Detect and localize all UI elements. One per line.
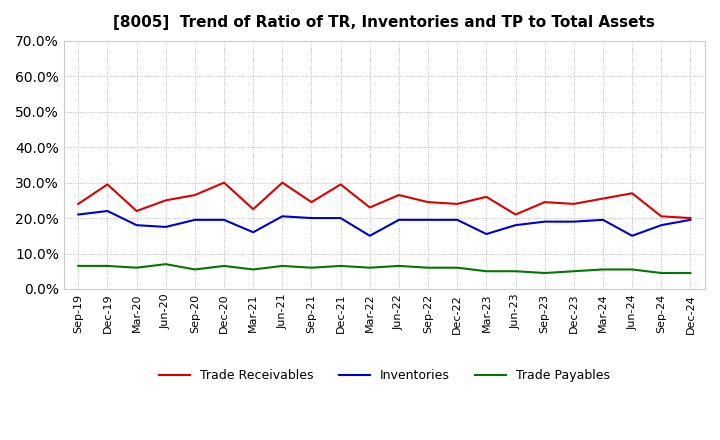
Trade Receivables (249, 206, 258, 212)
Inventories (598, 217, 607, 223)
Trade Payables (482, 268, 491, 274)
Inventories (74, 212, 83, 217)
Title: [8005]  Trend of Ratio of TR, Inventories and TP to Total Assets: [8005] Trend of Ratio of TR, Inventories… (114, 15, 655, 30)
Trade Receivables (453, 201, 462, 206)
Trade Payables (307, 265, 316, 270)
Trade Payables (686, 270, 695, 275)
Inventories (249, 230, 258, 235)
Inventories (511, 223, 520, 228)
Line: Trade Payables: Trade Payables (78, 264, 690, 273)
Trade Receivables (336, 182, 345, 187)
Trade Receivables (132, 209, 141, 214)
Inventories (307, 216, 316, 221)
Legend: Trade Receivables, Inventories, Trade Payables: Trade Receivables, Inventories, Trade Pa… (154, 364, 615, 387)
Inventories (132, 223, 141, 228)
Trade Receivables (161, 198, 170, 203)
Trade Receivables (395, 192, 403, 198)
Trade Payables (74, 263, 83, 268)
Trade Receivables (686, 216, 695, 221)
Trade Receivables (628, 191, 636, 196)
Trade Payables (570, 268, 578, 274)
Inventories (220, 217, 228, 223)
Trade Payables (395, 263, 403, 268)
Trade Receivables (541, 199, 549, 205)
Trade Payables (657, 270, 665, 275)
Trade Payables (628, 267, 636, 272)
Trade Receivables (657, 214, 665, 219)
Trade Payables (103, 263, 112, 268)
Inventories (103, 209, 112, 214)
Trade Payables (366, 265, 374, 270)
Inventories (395, 217, 403, 223)
Inventories (541, 219, 549, 224)
Trade Payables (511, 268, 520, 274)
Trade Receivables (366, 205, 374, 210)
Trade Receivables (598, 196, 607, 201)
Trade Payables (336, 263, 345, 268)
Inventories (657, 223, 665, 228)
Trade Receivables (74, 201, 83, 206)
Trade Receivables (307, 199, 316, 205)
Trade Receivables (278, 180, 287, 185)
Trade Payables (191, 267, 199, 272)
Trade Receivables (191, 192, 199, 198)
Inventories (570, 219, 578, 224)
Trade Receivables (482, 194, 491, 199)
Trade Payables (541, 270, 549, 275)
Inventories (366, 233, 374, 238)
Trade Payables (220, 263, 228, 268)
Inventories (191, 217, 199, 223)
Inventories (482, 231, 491, 237)
Inventories (161, 224, 170, 230)
Trade Payables (132, 265, 141, 270)
Inventories (278, 214, 287, 219)
Inventories (628, 233, 636, 238)
Line: Inventories: Inventories (78, 211, 690, 236)
Trade Receivables (570, 201, 578, 206)
Trade Payables (598, 267, 607, 272)
Inventories (686, 217, 695, 223)
Inventories (424, 217, 433, 223)
Inventories (453, 217, 462, 223)
Line: Trade Receivables: Trade Receivables (78, 183, 690, 218)
Trade Receivables (424, 199, 433, 205)
Trade Payables (249, 267, 258, 272)
Trade Payables (161, 261, 170, 267)
Trade Payables (453, 265, 462, 270)
Inventories (336, 216, 345, 221)
Trade Payables (424, 265, 433, 270)
Trade Receivables (220, 180, 228, 185)
Trade Payables (278, 263, 287, 268)
Trade Receivables (103, 182, 112, 187)
Trade Receivables (511, 212, 520, 217)
